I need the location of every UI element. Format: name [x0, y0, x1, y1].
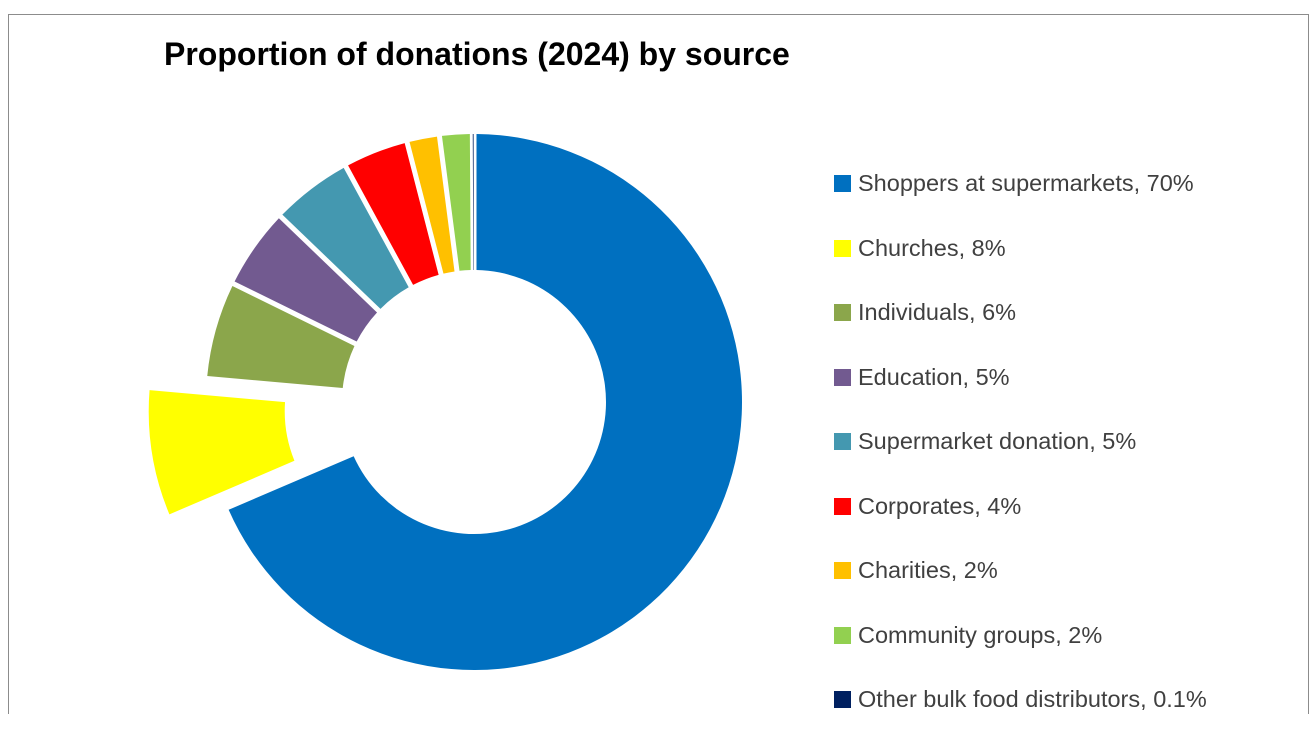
legend-label: Other bulk food distributors, 0.1% [858, 686, 1207, 712]
legend-item-shoppers-at-supermarkets: Shoppers at supermarkets, 70% [834, 168, 1207, 233]
legend-swatch [834, 433, 851, 450]
legend-swatch [834, 304, 851, 321]
legend-item-charities: Charities, 2% [834, 555, 1207, 620]
legend-item-corporates: Corporates, 4% [834, 491, 1207, 556]
legend-swatch [834, 691, 851, 708]
slice-community-groups [441, 134, 471, 271]
slice-charities [409, 136, 455, 274]
slice-other-bulk-food-distributors [472, 134, 474, 271]
legend-item-community-groups: Community groups, 2% [834, 620, 1207, 685]
legend-label: Charities, 2% [858, 557, 998, 583]
legend-label: Community groups, 2% [858, 621, 1103, 648]
legend-label: Churches, 8% [858, 234, 1006, 261]
legend-item-churches: Churches, 8% [834, 233, 1207, 298]
legend-label: Supermarket donation, 5% [858, 428, 1137, 454]
slice-churches [148, 390, 295, 515]
legend-swatch [834, 368, 851, 386]
slice-individuals [207, 286, 355, 388]
slice-supermarket-donation [282, 167, 409, 309]
slice-shoppers-at-supermarkets [228, 134, 743, 670]
legend-swatch [834, 562, 851, 579]
slice-corporates [348, 143, 439, 285]
legend-item-other-bulk-food-distributors: Other bulk food distributors, 0.1% [834, 684, 1207, 749]
legend-swatch [834, 175, 851, 192]
chart-title: Proportion of donations (2024) by source [164, 36, 790, 72]
legend-label: Individuals, 6% [858, 299, 1017, 325]
legend-item-education: Education, 5% [834, 362, 1207, 427]
slice-education [234, 218, 378, 342]
legend-label: Corporates, 4% [858, 492, 1022, 519]
legend-label: Shoppers at supermarkets, 70% [858, 170, 1194, 196]
legend-swatch [834, 497, 851, 515]
chart-legend: Shoppers at supermarkets, 70% Churches, 8… [834, 168, 1207, 749]
legend-item-supermarket-donation: Supermarket donation, 5% [834, 426, 1207, 491]
legend-item-individuals: Individuals, 6% [834, 297, 1207, 362]
donut-chart [148, 134, 743, 670]
legend-swatch [834, 239, 851, 257]
legend-swatch [834, 626, 851, 644]
legend-label: Education, 5% [858, 363, 1010, 390]
chart-frame [8, 14, 1309, 714]
